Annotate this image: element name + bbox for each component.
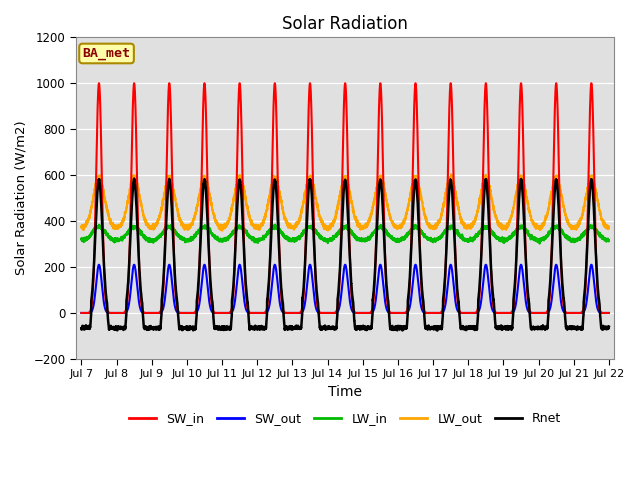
- SW_out: [493, 310, 501, 316]
- Rnet: [605, 324, 612, 329]
- LW_out: [77, 224, 85, 229]
- SW_in: [434, 310, 442, 316]
- LW_out: [463, 224, 471, 230]
- LW_out: [605, 226, 612, 232]
- Rnet: [131, 176, 138, 182]
- LW_in: [172, 230, 180, 236]
- Line: LW_out: LW_out: [81, 174, 609, 231]
- LW_out: [605, 224, 612, 230]
- Rnet: [463, 325, 471, 331]
- Title: Solar Radiation: Solar Radiation: [282, 15, 408, 33]
- Rnet: [435, 325, 442, 331]
- SW_in: [77, 310, 85, 316]
- X-axis label: Time: Time: [328, 385, 362, 399]
- LW_out: [447, 171, 455, 177]
- LW_in: [605, 238, 612, 243]
- Line: SW_in: SW_in: [81, 83, 609, 313]
- Rnet: [493, 326, 501, 332]
- SW_out: [605, 310, 612, 316]
- LW_in: [326, 237, 333, 242]
- Rnet: [172, 292, 180, 298]
- Y-axis label: Solar Radiation (W/m2): Solar Radiation (W/m2): [15, 121, 28, 276]
- SW_out: [604, 310, 612, 316]
- Legend: SW_in, SW_out, LW_in, LW_out, Rnet: SW_in, SW_out, LW_in, LW_out, Rnet: [124, 407, 566, 430]
- Rnet: [605, 325, 612, 331]
- Line: SW_out: SW_out: [81, 265, 609, 313]
- SW_in: [172, 300, 180, 305]
- SW_out: [326, 310, 333, 316]
- Line: Rnet: Rnet: [81, 179, 609, 331]
- Rnet: [77, 325, 85, 331]
- LW_in: [463, 237, 471, 243]
- SW_in: [326, 310, 333, 316]
- LW_in: [77, 236, 85, 241]
- LW_out: [434, 219, 442, 225]
- Line: LW_in: LW_in: [81, 225, 609, 244]
- LW_out: [218, 228, 226, 234]
- Rnet: [326, 325, 333, 331]
- SW_in: [95, 80, 103, 86]
- LW_out: [493, 218, 501, 224]
- LW_in: [493, 235, 501, 240]
- SW_out: [172, 308, 180, 313]
- SW_in: [605, 310, 612, 316]
- SW_in: [493, 310, 501, 316]
- LW_in: [605, 238, 612, 243]
- SW_out: [77, 310, 85, 316]
- LW_out: [172, 203, 180, 209]
- SW_out: [463, 310, 471, 316]
- LW_in: [271, 222, 279, 228]
- SW_out: [95, 262, 103, 268]
- LW_out: [326, 225, 333, 231]
- Text: BA_met: BA_met: [83, 47, 131, 60]
- Rnet: [433, 328, 441, 334]
- LW_in: [536, 241, 543, 247]
- SW_in: [604, 310, 612, 316]
- SW_in: [463, 310, 471, 316]
- SW_out: [434, 310, 442, 316]
- LW_in: [434, 235, 442, 240]
